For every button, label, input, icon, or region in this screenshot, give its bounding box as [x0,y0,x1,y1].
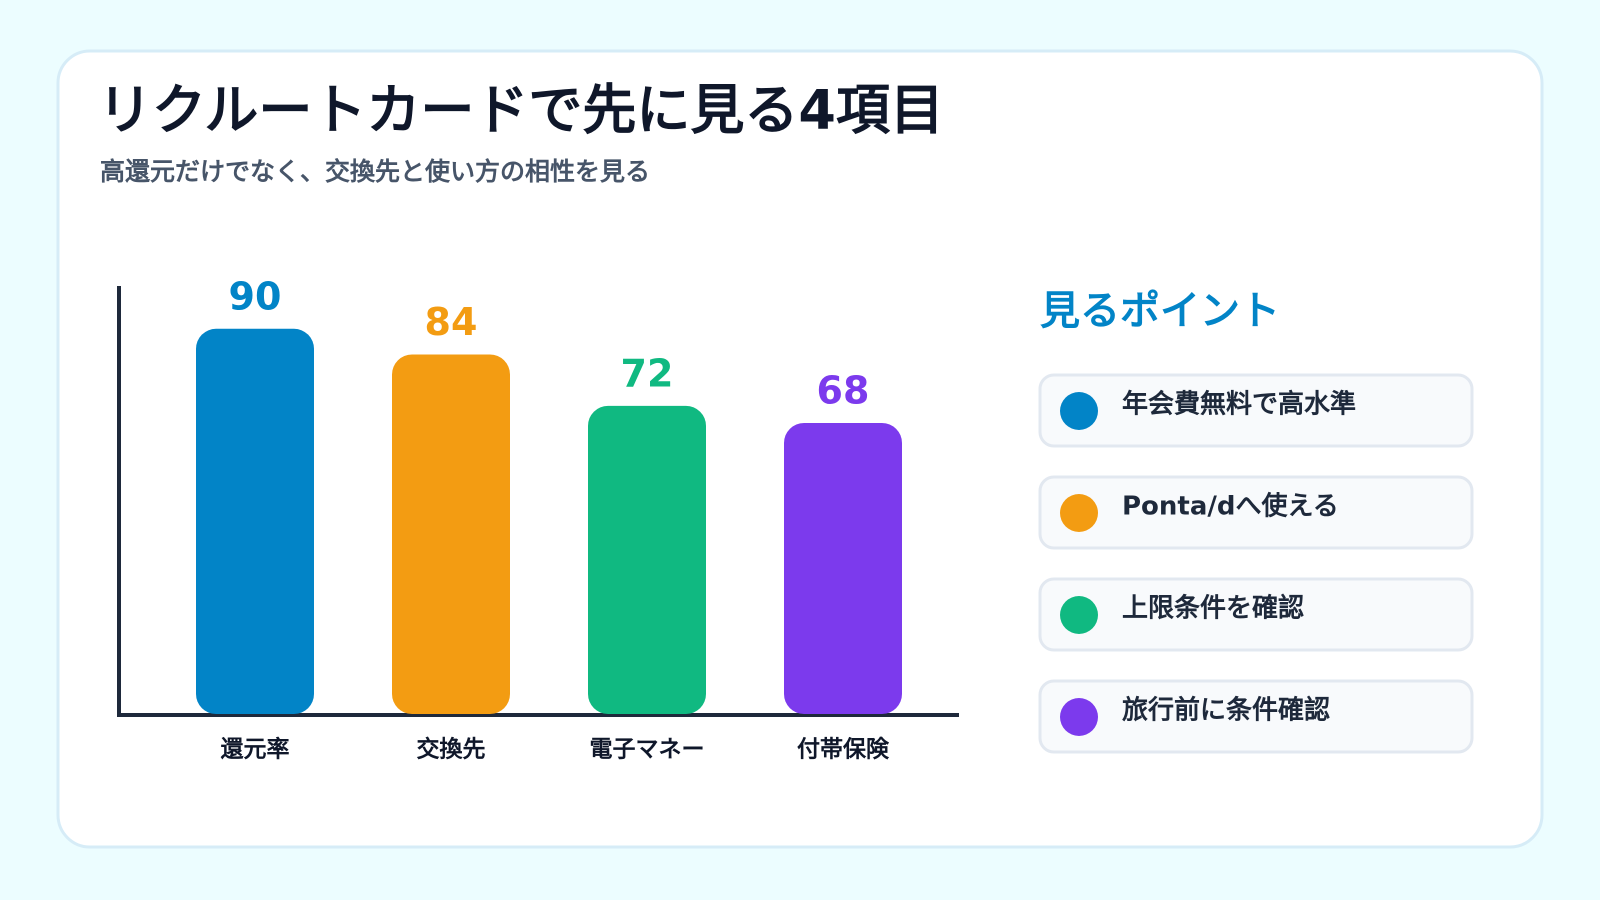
bar [588,405,706,714]
bar [196,328,314,714]
bar [392,354,510,714]
value-label: 84 [425,300,478,344]
point-label: 年会費無料で高水準 [1122,389,1356,420]
x-tick-label: 電子マネー [590,737,705,763]
point-dot [1060,596,1098,634]
points-title: 見るポイント [1040,288,1280,334]
x-tick-label: 交換先 [417,736,486,763]
bar [784,422,902,714]
point-dot [1060,494,1098,532]
point-box [1038,577,1474,652]
point-dot [1060,698,1098,736]
point-box [1038,373,1474,448]
point-label: Ponta/dへ使える [1122,492,1339,522]
chart-title: リクルートカードで先に見る4項目 [98,79,944,142]
chart-subtitle: 高還元だけでなく、交換先と使い方の相性を見る [100,157,650,186]
value-label: 68 [817,368,870,412]
point-label: 上限条件を確認 [1122,593,1304,624]
point-box [1038,475,1474,550]
point-box [1038,679,1474,754]
point-dot [1060,392,1098,430]
value-label: 72 [621,351,674,395]
x-tick-label: 付帯保険 [797,736,890,763]
value-label: 90 [229,274,282,318]
x-tick-label: 還元率 [221,736,290,763]
point-label: 旅行前に条件確認 [1122,695,1330,726]
